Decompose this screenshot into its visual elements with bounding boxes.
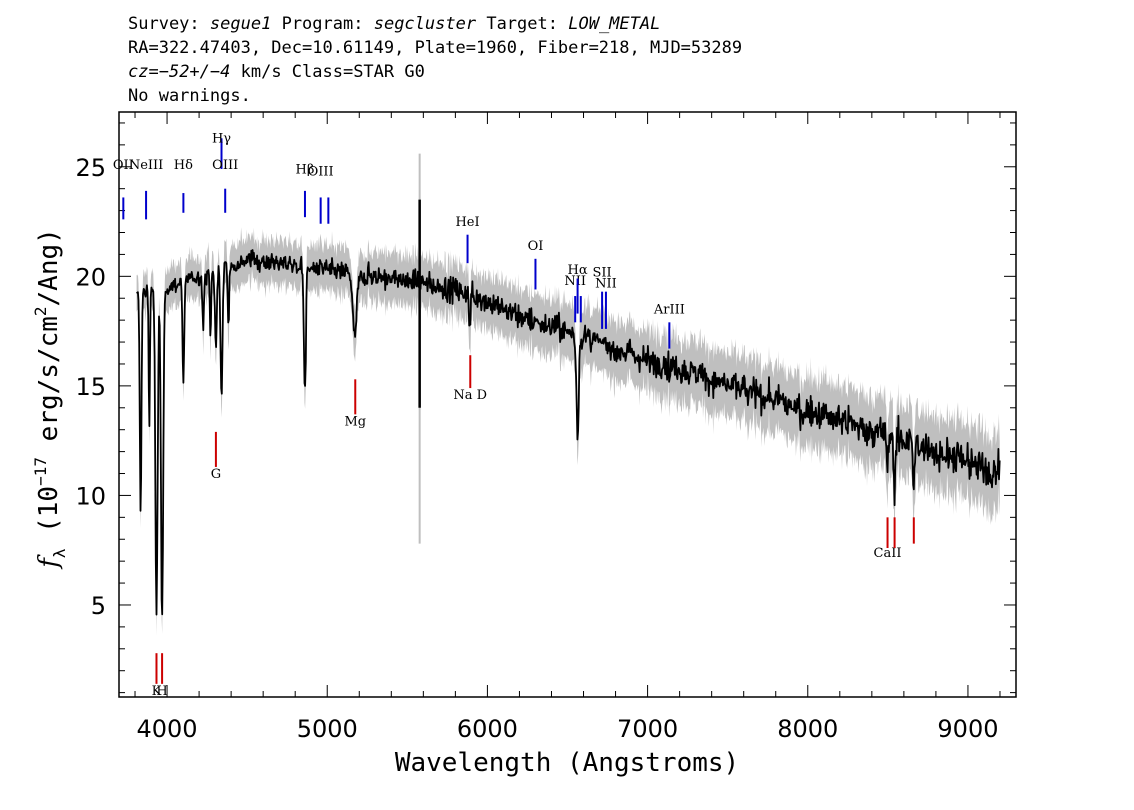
- y-label-lambda: λ: [50, 548, 69, 558]
- error-band-area: [136, 227, 1000, 636]
- y-tick-labels: 5 10 15 20 25: [75, 154, 106, 620]
- y-tick-label: 15: [75, 373, 106, 401]
- cz-value: −52+/−4: [158, 62, 231, 82]
- y-label-exp: −17: [31, 457, 50, 486]
- line-label: OII: [113, 158, 134, 173]
- y-tick-label: 25: [75, 154, 106, 182]
- flux-spectrum: [136, 199, 1001, 616]
- y-label-units: erg/s/cm: [34, 316, 64, 441]
- line-label: Hδ: [174, 158, 193, 173]
- x-tick-label: 7000: [617, 715, 678, 743]
- program-value: segcluster: [373, 14, 477, 34]
- header-line-survey: Survey: segue1 Program: segcluster Targe…: [128, 12, 742, 36]
- y-label-end: /Ang): [34, 228, 64, 306]
- header-line-coords: RA=322.47403, Dec=10.61149, Plate=1960, …: [128, 38, 743, 58]
- line-label: NeIII: [129, 158, 163, 173]
- line-label: G: [211, 467, 221, 482]
- line-label: NII: [564, 274, 586, 289]
- line-label: NII: [595, 276, 617, 291]
- y-tick-label: 5: [91, 592, 106, 620]
- x-axis-label: Wavelength (Angstroms): [395, 748, 739, 778]
- line-label: Hβ: [296, 162, 315, 177]
- cz-rest: km/s Class=STAR G0: [230, 62, 425, 82]
- line-label: H: [156, 684, 167, 699]
- line-label: SII: [593, 265, 612, 280]
- y-tick-label: 10: [75, 482, 106, 510]
- plot-frame: [118, 111, 1017, 698]
- line-label: CaII: [874, 546, 902, 561]
- line-label: OIII: [308, 165, 334, 180]
- y-label-sq: 2: [31, 306, 50, 316]
- x-tick-label: 6000: [457, 715, 518, 743]
- y-tick-label: 20: [75, 263, 106, 291]
- y-axis-label: fλ (10−17 erg/s/cm2/Ang): [31, 228, 69, 570]
- error-band: [136, 153, 1000, 636]
- header-line-warnings: No warnings.: [128, 86, 251, 106]
- line-label: Mg: [344, 414, 366, 429]
- line-label: HeI: [455, 215, 479, 230]
- flux-line: [136, 249, 1001, 616]
- survey-label: Survey:: [128, 14, 200, 34]
- target-value: LOW_METAL: [568, 14, 661, 34]
- line-label: K: [152, 684, 162, 699]
- line-label: Hα: [568, 263, 588, 278]
- x-tick-label: 9000: [937, 715, 998, 743]
- x-tick-label: 5000: [297, 715, 358, 743]
- line-label: ArIII: [653, 303, 685, 318]
- line-label: OIII: [212, 158, 238, 173]
- x-tick-label: 8000: [777, 715, 838, 743]
- x-tick-label: 4000: [137, 715, 198, 743]
- header-line-redshift: cz=−52+/−4 km/s Class=STAR G0: [128, 60, 742, 84]
- spectrum-header: Survey: segue1 Program: segcluster Targe…: [128, 12, 742, 108]
- line-label: Na D: [453, 388, 487, 403]
- cz-label: cz=: [128, 62, 159, 82]
- x-tick-labels: 4000 5000 6000 7000 8000 9000: [137, 715, 999, 743]
- y-label-open: (10: [34, 486, 64, 533]
- survey-value: segue1: [209, 14, 272, 34]
- line-label: Hγ: [212, 132, 231, 147]
- axis-ticks: [119, 112, 1016, 697]
- line-label: OI: [528, 239, 544, 254]
- program-label: Program:: [281, 14, 364, 34]
- target-label: Target:: [486, 14, 558, 34]
